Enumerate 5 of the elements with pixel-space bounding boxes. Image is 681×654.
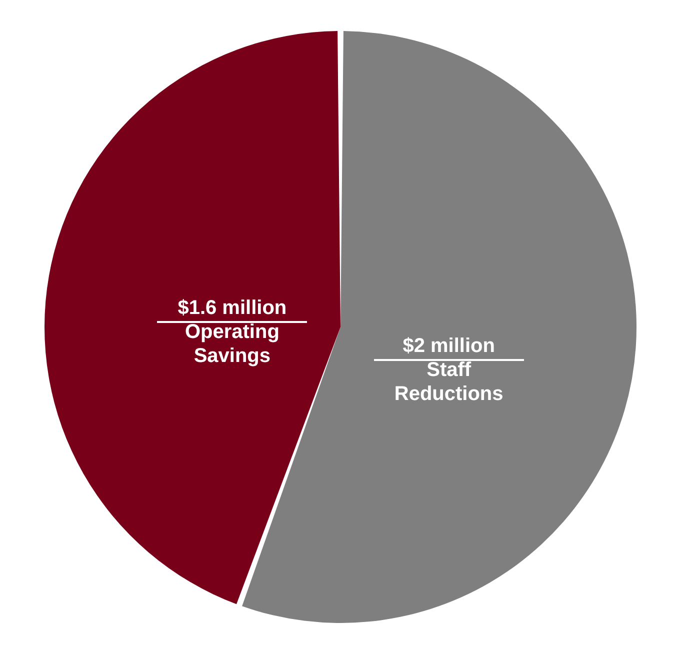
data-label: $2 million [402, 335, 495, 358]
data-label: $1.6 million [178, 296, 287, 319]
pie-slice [44, 31, 340, 604]
slice-label: Staff Reductions [394, 359, 504, 406]
slice-label: Operating Savings [184, 320, 280, 367]
